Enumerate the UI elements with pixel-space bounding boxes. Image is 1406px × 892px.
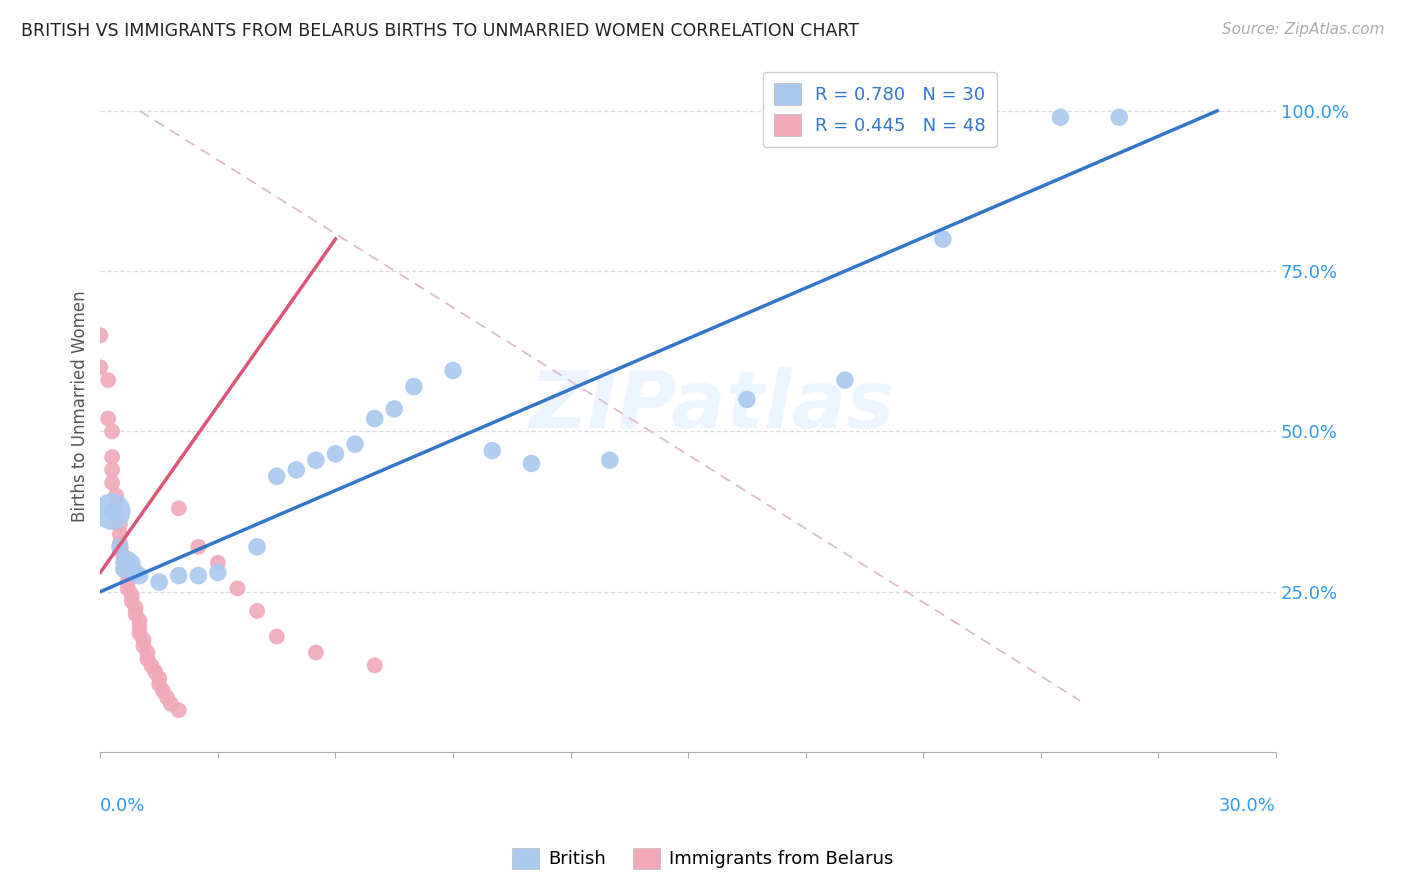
- Point: [167, 703, 190, 717]
- Point: [148, 671, 170, 685]
- Point: [156, 690, 179, 705]
- Point: [89, 360, 111, 375]
- Point: [105, 498, 128, 512]
- Point: [121, 556, 143, 570]
- Point: [520, 457, 543, 471]
- Point: [112, 562, 135, 576]
- Point: [101, 425, 124, 439]
- Point: [148, 677, 170, 691]
- Point: [97, 411, 120, 425]
- Point: [246, 540, 269, 554]
- Point: [112, 562, 135, 576]
- Point: [108, 527, 131, 541]
- Point: [101, 450, 124, 464]
- Point: [363, 411, 385, 425]
- Point: [1108, 110, 1130, 124]
- Point: [305, 453, 328, 467]
- Point: [834, 373, 856, 387]
- Text: ZIPatlas: ZIPatlas: [529, 367, 894, 445]
- Point: [117, 575, 139, 590]
- Y-axis label: Births to Unmarried Women: Births to Unmarried Women: [72, 290, 89, 522]
- Point: [207, 556, 229, 570]
- Point: [101, 504, 124, 518]
- Point: [128, 626, 150, 640]
- Text: 30.0%: 30.0%: [1219, 797, 1277, 815]
- Point: [97, 373, 120, 387]
- Point: [124, 600, 146, 615]
- Point: [285, 463, 308, 477]
- Point: [167, 568, 190, 582]
- Point: [187, 568, 209, 582]
- Point: [132, 639, 155, 653]
- Point: [325, 447, 347, 461]
- Point: [382, 401, 405, 416]
- Point: [101, 463, 124, 477]
- Point: [152, 684, 174, 698]
- Point: [124, 566, 146, 580]
- Point: [187, 540, 209, 554]
- Point: [1049, 110, 1071, 124]
- Point: [108, 536, 131, 550]
- Point: [128, 568, 150, 582]
- Point: [136, 646, 159, 660]
- Point: [101, 504, 124, 518]
- Point: [117, 582, 139, 596]
- Point: [148, 575, 170, 590]
- Point: [128, 614, 150, 628]
- Point: [266, 469, 288, 483]
- Point: [112, 549, 135, 564]
- Point: [112, 556, 135, 570]
- Text: Source: ZipAtlas.com: Source: ZipAtlas.com: [1222, 22, 1385, 37]
- Point: [128, 620, 150, 634]
- Point: [89, 328, 111, 343]
- Point: [124, 607, 146, 621]
- Point: [108, 543, 131, 558]
- Point: [344, 437, 367, 451]
- Point: [735, 392, 758, 407]
- Legend: British, Immigrants from Belarus: British, Immigrants from Belarus: [505, 840, 901, 876]
- Point: [112, 556, 135, 570]
- Point: [481, 443, 503, 458]
- Point: [105, 488, 128, 502]
- Point: [160, 697, 183, 711]
- Point: [441, 363, 464, 377]
- Point: [363, 658, 385, 673]
- Point: [143, 665, 166, 679]
- Point: [101, 475, 124, 490]
- Point: [266, 630, 288, 644]
- Point: [305, 646, 328, 660]
- Point: [402, 379, 425, 393]
- Point: [246, 604, 269, 618]
- Text: 0.0%: 0.0%: [100, 797, 146, 815]
- Point: [105, 508, 128, 522]
- Point: [132, 632, 155, 647]
- Point: [226, 582, 249, 596]
- Point: [136, 652, 159, 666]
- Text: BRITISH VS IMMIGRANTS FROM BELARUS BIRTHS TO UNMARRIED WOMEN CORRELATION CHART: BRITISH VS IMMIGRANTS FROM BELARUS BIRTH…: [21, 22, 859, 40]
- Point: [108, 517, 131, 532]
- Point: [108, 540, 131, 554]
- Point: [121, 594, 143, 608]
- Point: [141, 658, 163, 673]
- Point: [117, 552, 139, 566]
- Point: [207, 566, 229, 580]
- Legend: R = 0.780   N = 30, R = 0.445   N = 48: R = 0.780 N = 30, R = 0.445 N = 48: [762, 72, 997, 147]
- Point: [932, 232, 955, 246]
- Point: [117, 568, 139, 582]
- Point: [167, 501, 190, 516]
- Point: [121, 588, 143, 602]
- Point: [599, 453, 621, 467]
